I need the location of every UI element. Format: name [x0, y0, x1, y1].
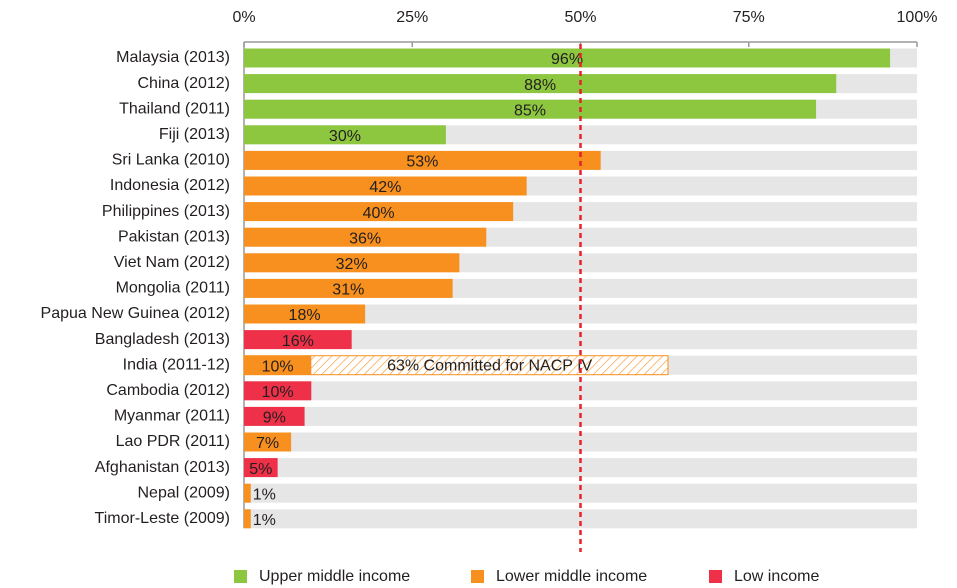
- data-label: 32%: [336, 256, 368, 273]
- bar: [244, 483, 251, 503]
- bar: [244, 355, 312, 375]
- x-tick-label: 0%: [232, 9, 255, 26]
- bar: [244, 458, 278, 478]
- y-tick-label: Sri Lanka (2010): [112, 152, 230, 169]
- y-tick-label: Myanmar (2011): [114, 408, 230, 425]
- background-bar: [244, 330, 917, 350]
- y-tick-label: Philippines (2013): [102, 203, 230, 220]
- y-tick-label: Mongolia (2011): [116, 280, 230, 297]
- data-label: 7%: [256, 435, 279, 452]
- data-label: 88%: [524, 77, 556, 94]
- bar: [244, 227, 487, 247]
- data-label: 30%: [329, 128, 361, 145]
- y-tick-label: Nepal (2009): [138, 484, 231, 501]
- bar: [244, 253, 460, 273]
- bar: [244, 74, 837, 94]
- y-tick-label: Papua New Guinea (2012): [41, 305, 230, 322]
- bar: [244, 381, 312, 401]
- bar: [244, 432, 292, 452]
- bar: [244, 48, 891, 68]
- bar: [244, 330, 352, 350]
- data-label: 16%: [282, 333, 314, 350]
- y-tick-label: Afghanistan (2013): [95, 459, 230, 476]
- data-label: 1%: [253, 512, 276, 529]
- legend-label: Low income: [734, 568, 819, 585]
- y-tick-label: Cambodia (2012): [106, 382, 230, 399]
- bar: [244, 99, 817, 119]
- data-label: 18%: [289, 307, 321, 324]
- data-label: 42%: [369, 179, 401, 196]
- bar: [244, 202, 514, 222]
- bar: [244, 150, 601, 170]
- background-bar: [244, 509, 917, 529]
- data-label: 96%: [551, 51, 583, 68]
- y-tick-label: Thailand (2011): [119, 100, 230, 117]
- bar: [244, 509, 251, 529]
- data-label: 31%: [332, 282, 364, 299]
- legend-label: Upper middle income: [259, 568, 410, 585]
- data-label: 1%: [253, 486, 276, 503]
- data-label: 10%: [262, 358, 294, 375]
- data-label: 5%: [249, 461, 272, 478]
- y-tick-label: Bangladesh (2013): [95, 331, 230, 348]
- background-bar: [244, 483, 917, 503]
- y-tick-label: Timor-Leste (2009): [95, 510, 230, 527]
- y-tick-label: Malaysia (2013): [116, 49, 230, 66]
- y-tick-label: Indonesia (2012): [110, 177, 230, 194]
- x-tick-label: 25%: [396, 9, 428, 26]
- y-tick-label: Lao PDR (2011): [116, 433, 230, 450]
- bar: [244, 176, 527, 196]
- legend-swatch: [709, 570, 722, 583]
- data-label: 9%: [263, 410, 286, 427]
- data-label: 53%: [406, 154, 438, 171]
- legend-swatch: [234, 570, 247, 583]
- data-label: 10%: [262, 384, 294, 401]
- y-tick-label: Fiji (2013): [159, 126, 230, 143]
- data-label: 40%: [363, 205, 395, 222]
- bar: [244, 125, 446, 145]
- data-label: 36%: [349, 230, 381, 247]
- annotation: 63% Committed for NACP IV: [387, 357, 592, 374]
- bar: [244, 406, 305, 426]
- x-tick-label: 50%: [564, 9, 596, 26]
- data-label: 85%: [514, 102, 546, 119]
- legend-label: Lower middle income: [496, 568, 647, 585]
- y-tick-label: India (2011-12): [123, 356, 230, 373]
- bar: [244, 278, 453, 298]
- legend-swatch: [471, 570, 484, 583]
- y-tick-label: Viet Nam (2012): [114, 254, 230, 271]
- y-tick-label: Pakistan (2013): [118, 228, 230, 245]
- x-tick-label: 75%: [733, 9, 765, 26]
- bar: [244, 304, 366, 324]
- y-tick-label: China (2012): [138, 75, 231, 92]
- x-tick-label: 100%: [897, 9, 938, 26]
